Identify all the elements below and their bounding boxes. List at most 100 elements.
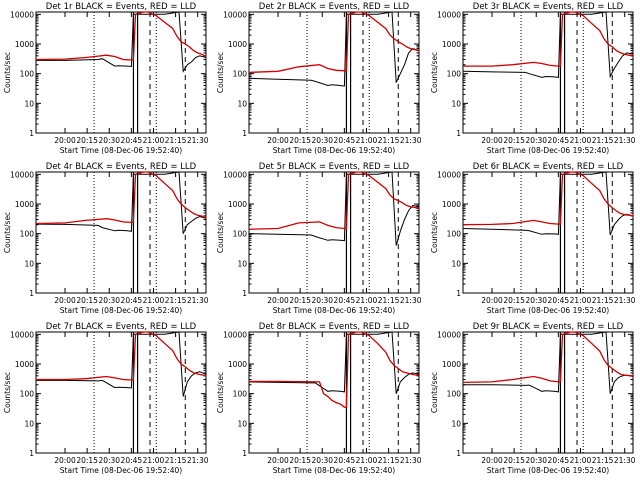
y-axis-label: Counts/sec: [430, 372, 439, 413]
x-axis-label: Start Time (08-Dec-06 19:52:40): [273, 146, 395, 155]
series-line-lld: [463, 11, 634, 67]
detector-panel-4: Det 4r BLACK = Events, RED = LLD 1 10 100 10…: [3, 162, 209, 315]
y-tick-label: 1000: [15, 360, 34, 369]
x-tick-label: 20:15: [289, 456, 311, 465]
x-tick-label: 21:30: [400, 296, 422, 305]
series-line-events: [462, 11, 634, 79]
panel-title: Det 1r BLACK = Events, RED = LLD: [46, 2, 197, 12]
plot-frame: [462, 171, 634, 294]
x-axis-label: Start Time (08-Dec-06 19:52:40): [60, 146, 182, 155]
panel-title: Det 9r BLACK = Events, RED = LLD: [473, 322, 624, 332]
y-tick-label: 1: [29, 449, 34, 458]
x-axis-label: Start Time (08-Dec-06 19:52:40): [273, 306, 395, 315]
series-line-lld: [35, 11, 207, 61]
y-axis-label: Counts/sec: [430, 212, 439, 253]
y-tick-label: 10000: [437, 330, 461, 339]
x-axis-label: Start Time (08-Dec-06 19:52:40): [487, 306, 609, 315]
x-tick-label: 20:15: [76, 456, 98, 465]
x-tick-label: 21:00: [570, 136, 592, 145]
series-line-events: [248, 171, 420, 246]
x-tick-label: 21:15: [165, 136, 187, 145]
x-tick-label: 21:00: [143, 456, 165, 465]
y-tick-label: 100: [233, 230, 248, 239]
panel-title: Det 5r BLACK = Events, RED = LLD: [259, 162, 410, 172]
x-tick-label: 20:30: [311, 136, 333, 145]
x-tick-label: 20:45: [121, 296, 143, 305]
x-tick-label: 21:30: [187, 136, 209, 145]
x-tick-label: 20:00: [481, 296, 503, 305]
detector-panel-9: Det 9r BLACK = Events, RED = LLD 1 10 100 10…: [430, 322, 636, 475]
series-line-lld: [462, 331, 634, 384]
x-tick-label: 20:15: [76, 136, 98, 145]
series-line-lld: [248, 11, 420, 74]
x-tick-label: 21:15: [165, 296, 187, 305]
y-axis-label: Counts/sec: [216, 372, 225, 413]
y-axis-label: Counts/sec: [3, 372, 12, 413]
y-tick-label: 1: [456, 449, 461, 458]
x-axis-label: Start Time (08-Dec-06 19:52:40): [60, 466, 182, 475]
x-tick-label: 21:30: [400, 456, 422, 465]
panel-title: Det 4r BLACK = Events, RED = LLD: [46, 162, 197, 172]
detector-panel-7: Det 7r BLACK = Events, RED = LLD 1 10 100 10…: [3, 322, 209, 475]
y-tick-label: 1000: [228, 40, 247, 49]
x-tick-label: 21:15: [378, 296, 400, 305]
y-tick-label: 10: [451, 259, 461, 268]
series-line-events: [463, 331, 634, 394]
y-tick-label: 1: [456, 289, 461, 298]
x-tick-label: 21:00: [356, 296, 378, 305]
y-tick-label: 10: [24, 419, 34, 428]
detector-panel-6: Det 6r BLACK = Events, RED = LLD 1 10 100 10…: [430, 162, 636, 315]
x-tick-label: 20:45: [334, 456, 356, 465]
x-tick-label: 21:30: [187, 456, 209, 465]
x-tick-label: 20:30: [311, 456, 333, 465]
panel-title: Det 7r BLACK = Events, RED = LLD: [46, 322, 197, 332]
series-line-lld: [462, 171, 634, 226]
x-tick-label: 21:00: [356, 136, 378, 145]
x-tick-label: 20:00: [481, 136, 503, 145]
plot-frame: [35, 11, 207, 134]
x-tick-label: 20:15: [289, 136, 311, 145]
y-tick-label: 10: [237, 419, 247, 428]
series-line-lld: [35, 171, 207, 225]
y-tick-label: 1000: [442, 200, 461, 209]
x-tick-label: 20:00: [481, 456, 503, 465]
x-tick-label: 20:00: [54, 456, 76, 465]
y-tick-label: 10: [24, 259, 34, 268]
x-tick-label: 20:30: [98, 136, 120, 145]
x-tick-label: 20:45: [548, 136, 570, 145]
x-tick-label: 20:30: [525, 136, 547, 145]
y-tick-label: 1000: [15, 40, 34, 49]
y-tick-label: 100: [20, 230, 35, 239]
series-line-lld: [249, 331, 420, 408]
y-tick-label: 10000: [437, 170, 461, 179]
x-tick-label: 21:00: [356, 456, 378, 465]
panel-title: Det 6r BLACK = Events, RED = LLD: [473, 162, 624, 172]
y-axis-label: Counts/sec: [3, 52, 12, 93]
plot-frame: [35, 171, 207, 294]
x-tick-label: 20:30: [525, 296, 547, 305]
x-tick-label: 21:30: [400, 136, 422, 145]
series-line-events: [248, 11, 420, 87]
y-tick-label: 10000: [10, 10, 34, 19]
y-tick-label: 10000: [223, 330, 247, 339]
x-tick-label: 20:00: [54, 136, 76, 145]
x-tick-label: 20:30: [525, 456, 547, 465]
detector-panel-5: Det 5r BLACK = Events, RED = LLD 1 10 100 10…: [216, 162, 422, 315]
x-tick-label: 21:15: [592, 136, 614, 145]
y-axis-label: Counts/sec: [430, 52, 439, 93]
x-tick-label: 20:30: [311, 296, 333, 305]
detector-panel-2: Det 2r BLACK = Events, RED = LLD 1 10 100 10…: [216, 2, 422, 155]
x-tick-label: 20:45: [121, 456, 143, 465]
y-tick-label: 10000: [10, 330, 34, 339]
x-tick-label: 20:45: [548, 456, 570, 465]
x-axis-label: Start Time (08-Dec-06 19:52:40): [60, 306, 182, 315]
plot-frame: [35, 331, 207, 454]
detector-panel-3: Det 3r BLACK = Events, RED = LLD 1 10 100 10…: [430, 2, 636, 155]
x-tick-label: 20:45: [548, 296, 570, 305]
x-tick-label: 21:30: [614, 296, 636, 305]
y-tick-label: 1000: [442, 40, 461, 49]
plot-frame: [248, 171, 420, 294]
x-tick-label: 21:15: [592, 456, 614, 465]
y-tick-label: 10: [24, 99, 34, 108]
